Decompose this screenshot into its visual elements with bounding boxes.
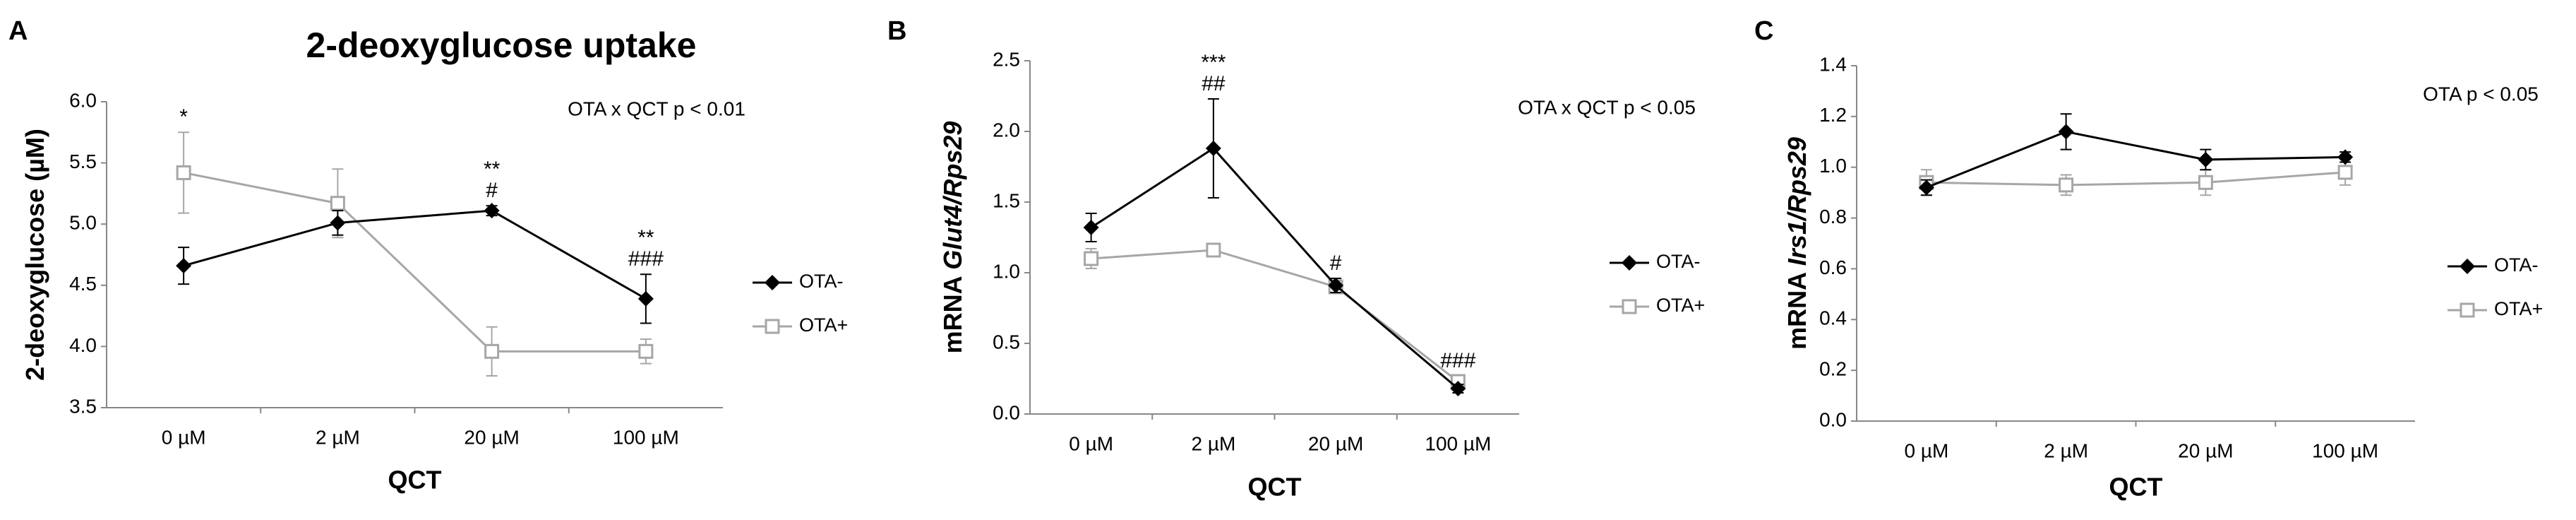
y-axis-label-part: mRNA [1783,266,1811,350]
significance-label: # [1330,252,1342,275]
data-point [1084,251,1099,266]
data-point [1083,220,1099,235]
legend-marker [765,319,780,334]
panel-label: B [887,16,906,46]
y-tick-label: 3.5 [69,395,97,417]
data-point [2059,177,2074,193]
data-point [2058,124,2074,140]
series-line [1926,130,2346,189]
x-axis-label: QCT [1248,473,1302,502]
y-axis-label: mRNA Irs1/Rps29 [1783,137,1811,350]
data-point [1918,179,1934,196]
y-tick-label: 0.6 [1819,256,1847,278]
x-tick-label: 100 µM [2312,439,2378,461]
legend-marker [765,275,780,290]
x-tick-label: 2 µM [316,426,360,448]
y-axis-label: mRNA Glut4/Rps29 [938,122,967,354]
series-line [183,171,646,353]
data-point [176,258,192,274]
annotation: OTA p < 0.05 [2423,83,2539,105]
y-axis-label-part: 2-deoxyglucose (µM) [20,129,49,381]
y-tick-label: 5.0 [69,212,97,234]
y-tick-label: 1.0 [1819,155,1847,177]
y-tick-label: 0.8 [1819,206,1847,228]
y-tick-label: 4.0 [69,334,97,356]
y-tick-label: 2.0 [993,119,1020,141]
y-axis-label-part: mRNA [938,270,967,354]
y-tick-label: 5.5 [69,150,97,172]
y-tick-label: 0.0 [993,401,1020,423]
data-point [637,290,654,307]
x-tick-label: 20 µM [464,426,519,448]
series-line [1091,249,1459,383]
x-tick-label: 20 µM [1308,432,1363,454]
legend-marker [1622,299,1637,314]
x-tick-label: 0 µM [162,426,206,448]
legend-label: OTA+ [799,314,848,336]
legend-label: OTA+ [2494,298,2543,319]
data-point [1328,278,1344,293]
legend-label: OTA+ [1656,295,1705,316]
data-point [2198,151,2214,167]
significance-label: ** [484,158,501,181]
data-point [638,343,654,359]
x-tick-label: 0 µM [1904,439,1948,461]
significance-label: *** [1201,51,1226,74]
y-tick-label: 1.5 [993,189,1020,211]
legend-label: OTA- [2494,254,2539,276]
data-point [330,215,346,231]
x-tick-label: 0 µM [1069,432,1113,454]
y-tick-label: 6.0 [69,89,97,111]
significance-label: ** [637,226,654,249]
data-point [2337,165,2353,180]
y-axis-label: 2-deoxyglucose (µM) [20,129,49,381]
series-line [1090,147,1459,390]
x-axis-label: QCT [2109,473,2163,502]
series-line [1926,171,2346,187]
annotation: OTA x QCT p < 0.05 [1518,96,1696,118]
y-tick-label: 1.2 [1819,104,1847,126]
data-point [2337,149,2354,165]
significance-label: ### [1440,349,1475,372]
y-tick-label: 4.5 [69,273,97,295]
data-point [1205,141,1221,156]
data-point [330,196,345,211]
x-tick-label: 2 µM [2044,439,2088,461]
data-point [176,165,191,180]
y-tick-label: 0.0 [1819,408,1847,430]
legend-label: OTA- [799,271,844,292]
series-line [183,209,647,300]
data-point [1450,381,1466,396]
y-axis-label-part: Glut4/Rps29 [938,122,967,270]
data-point [2198,175,2213,190]
data-point [484,343,500,359]
y-tick-label: 2.5 [993,48,1020,70]
significance-label: ### [628,247,664,271]
y-axis-label-part: Irs1/Rps29 [1783,137,1811,266]
legend-label: OTA- [1656,251,1701,272]
panel-label: C [1754,16,1773,46]
x-tick-label: 100 µM [613,426,679,448]
data-point [484,203,500,219]
panel-label: A [8,16,28,46]
y-tick-label: 0.2 [1819,358,1847,380]
y-tick-label: 0.4 [1819,307,1847,329]
significance-label: * [179,105,188,129]
y-tick-label: 0.5 [993,331,1020,353]
x-axis-label: QCT [388,466,442,495]
y-tick-label: 1.0 [993,260,1020,282]
x-tick-label: 100 µM [1425,432,1491,454]
significance-label: ## [1202,72,1226,95]
x-tick-label: 20 µM [2178,439,2233,461]
legend-marker [2460,302,2475,318]
chart-title: 2-deoxyglucose uptake [306,25,697,65]
y-tick-label: 1.4 [1819,53,1847,75]
significance-label: # [486,179,498,202]
legend-marker [1622,255,1637,271]
data-point [1206,242,1221,258]
x-tick-label: 2 µM [1191,432,1235,454]
legend-marker [2460,259,2475,274]
annotation: OTA x QCT p < 0.01 [568,98,745,119]
